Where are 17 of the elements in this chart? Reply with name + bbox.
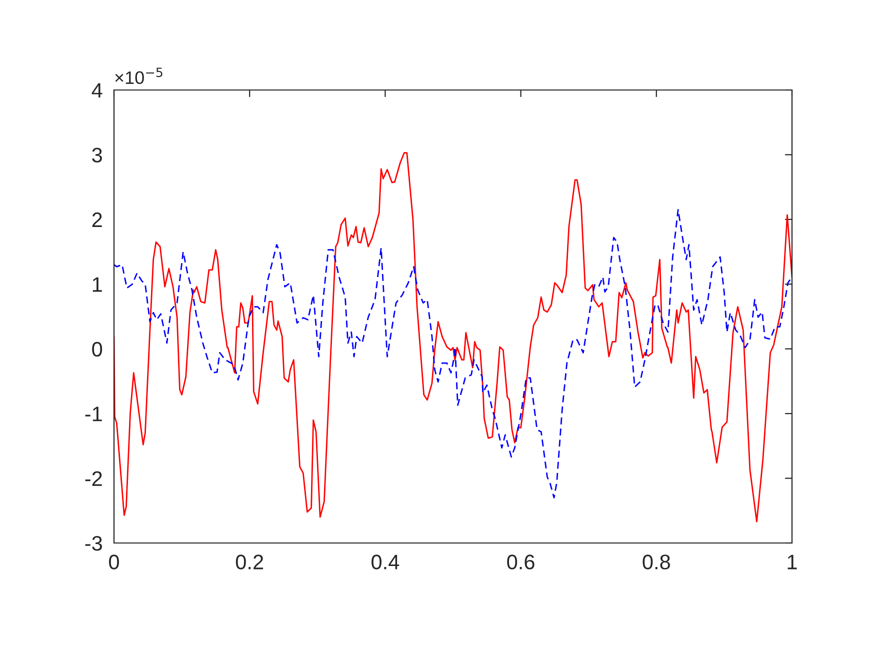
text: ×10$^{−5}$: [115, 68, 162, 84]
x-tick-label: 0.4: [372, 554, 400, 570]
x-tick-label: 1: [788, 554, 797, 570]
line-series: [114, 209, 792, 498]
y-tick-label: -1: [85, 406, 102, 422]
y-tick-label: 2: [92, 212, 102, 227]
x-tick-label: 0.2: [236, 554, 264, 570]
y-tick-label: -3: [85, 536, 102, 551]
x-tick-label: 0.8: [642, 554, 670, 570]
y-tick-label: 1: [92, 277, 102, 292]
x-tick-label: 0.6: [507, 554, 534, 570]
line-series: [114, 152, 792, 522]
x-tick-label: 0: [109, 554, 119, 570]
y-tick-label: 0: [92, 342, 102, 357]
y-tick-label: 3: [92, 148, 102, 162]
y-tick-label: 4: [92, 83, 102, 98]
y-tick-label: -2: [85, 471, 102, 486]
